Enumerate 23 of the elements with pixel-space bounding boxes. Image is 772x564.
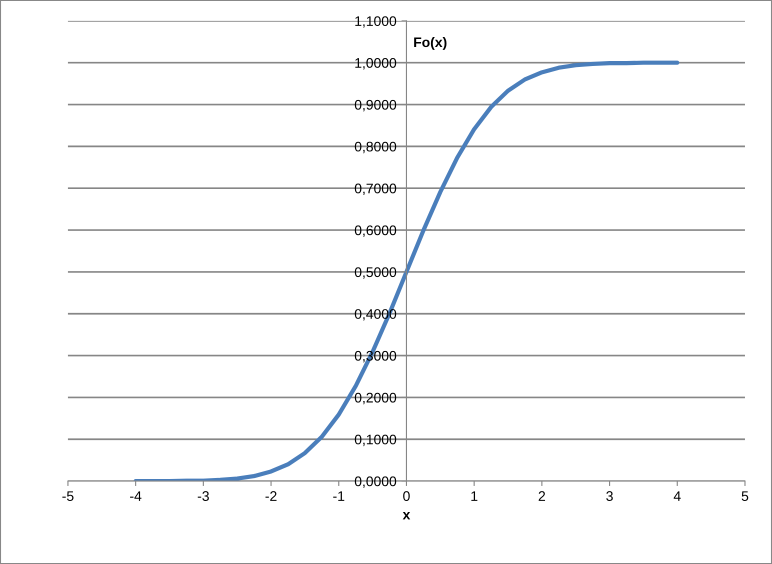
x-tick-label: 2 bbox=[538, 491, 546, 501]
x-tick-label: 5 bbox=[742, 491, 748, 502]
y-tick-label: 0,8000 bbox=[354, 142, 396, 154]
y-tick-label: 1,0000 bbox=[355, 58, 396, 70]
x-tick-label: -2 bbox=[265, 491, 277, 501]
x-tick-label: 4 bbox=[674, 491, 681, 501]
x-tick-label: 3 bbox=[606, 491, 613, 502]
y-tick-label: 0,9000 bbox=[354, 100, 396, 112]
y-tick-label: 0,2000 bbox=[354, 392, 396, 404]
y-axis-title: Fo(x) bbox=[414, 36, 446, 50]
x-tick-label: 0 bbox=[403, 491, 410, 502]
y-tick-label: 0,7000 bbox=[354, 184, 396, 196]
y-tick-label: 0,0000 bbox=[354, 476, 396, 488]
x-axis-title: x bbox=[402, 512, 410, 520]
y-tick-label: 1,1000 bbox=[355, 16, 396, 28]
x-tick-label: 1 bbox=[471, 491, 478, 501]
y-tick-label: 0,6000 bbox=[354, 225, 396, 237]
x-tick-label: -5 bbox=[62, 491, 74, 502]
x-tick-label: -1 bbox=[333, 491, 344, 501]
y-tick-label: 0,5000 bbox=[354, 267, 396, 279]
y-tick-label: 0,1000 bbox=[354, 434, 396, 446]
x-tick-label: -3 bbox=[198, 491, 209, 502]
x-tick-label: -4 bbox=[130, 491, 142, 501]
